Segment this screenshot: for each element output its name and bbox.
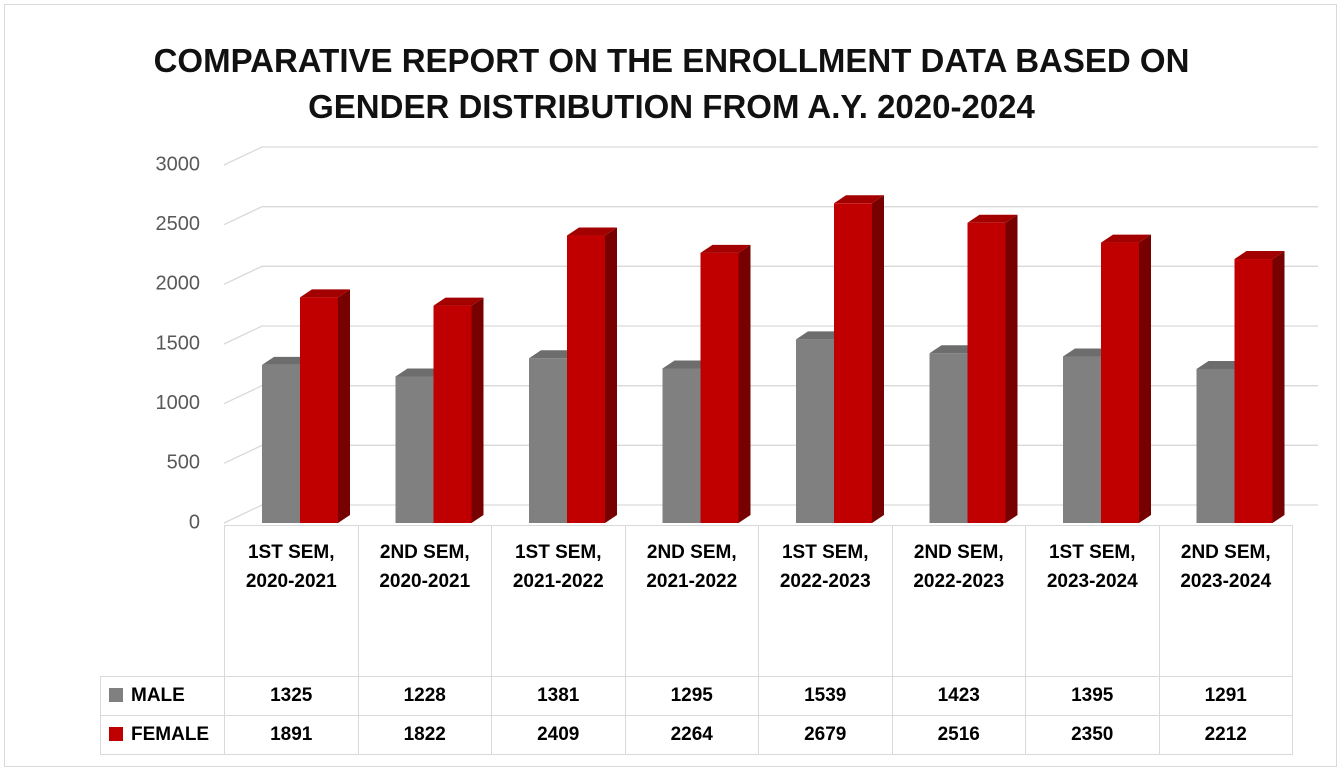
grid-line bbox=[223, 206, 1318, 226]
bar-side bbox=[1139, 234, 1151, 524]
value-cell: 2409 bbox=[491, 715, 626, 755]
bar-side bbox=[471, 297, 484, 523]
y-tick-label: 2000 bbox=[156, 273, 201, 295]
bar bbox=[967, 222, 1006, 524]
bar bbox=[529, 358, 567, 523]
y-tick-label: 3000 bbox=[156, 153, 201, 175]
value-cell: 2679 bbox=[758, 715, 893, 755]
legend-cell: FEMALE bbox=[100, 715, 225, 755]
category-label: 2ND SEM, 2022-2023 bbox=[891, 525, 1026, 677]
bar bbox=[567, 235, 605, 523]
bar-top bbox=[834, 195, 884, 204]
bar bbox=[700, 252, 739, 523]
bar bbox=[433, 305, 472, 523]
category-label: 2ND SEM, 2021-2022 bbox=[624, 525, 759, 677]
legend-swatch bbox=[109, 688, 123, 702]
y-tick-label: 2500 bbox=[156, 213, 201, 235]
value-cell: 1228 bbox=[357, 676, 492, 716]
bar-top bbox=[1234, 251, 1285, 260]
category-label: 2ND SEM, 2023-2024 bbox=[1158, 525, 1293, 677]
value-cell: 1395 bbox=[1025, 676, 1160, 716]
grid-line bbox=[223, 444, 1318, 464]
category-row: 1ST SEM, 2020-2021 2ND SEM, 2020-2021 1ST … bbox=[100, 525, 1293, 677]
legend-cell: MALE bbox=[100, 676, 225, 716]
bar-top bbox=[300, 289, 350, 298]
bar-side bbox=[1005, 214, 1018, 524]
category-label: 2ND SEM, 2020-2021 bbox=[357, 525, 492, 677]
chart-frame bbox=[4, 4, 1337, 767]
grid-line bbox=[223, 325, 1318, 345]
category-label: 1ST SEM, 2020-2021 bbox=[224, 525, 359, 677]
y-tick-label: 1500 bbox=[156, 332, 201, 354]
bar bbox=[834, 203, 872, 523]
value-cell: 2264 bbox=[624, 715, 759, 755]
bar-top bbox=[662, 360, 713, 369]
series-row: FEMALE 1891 1822 2409 2264 2679 2516 2350 2212 bbox=[100, 715, 1293, 755]
grid-line bbox=[223, 504, 1318, 524]
bar-top bbox=[529, 350, 579, 359]
bar bbox=[662, 368, 701, 523]
bar-top bbox=[395, 368, 446, 377]
bar-top bbox=[1196, 360, 1247, 369]
value-cell: 1325 bbox=[224, 676, 359, 716]
bar bbox=[796, 339, 834, 523]
value-cell: 2212 bbox=[1158, 715, 1293, 755]
value-cell: 1381 bbox=[491, 676, 626, 716]
legend-label: FEMALE bbox=[131, 724, 210, 745]
value-cell: 1423 bbox=[891, 676, 1026, 716]
value-cell: 1295 bbox=[624, 676, 759, 716]
bar-side bbox=[1272, 251, 1285, 523]
bar-top bbox=[967, 214, 1018, 223]
value-cell: 1291 bbox=[1158, 676, 1293, 716]
bar-top bbox=[262, 356, 312, 365]
category-label: 1ST SEM, 2023-2024 bbox=[1025, 525, 1160, 677]
bar bbox=[1196, 368, 1235, 523]
value-cell: 2516 bbox=[891, 715, 1026, 755]
y-tick-label: 0 bbox=[189, 511, 200, 533]
bar-top bbox=[1101, 234, 1151, 243]
bar bbox=[262, 364, 300, 523]
bar-top bbox=[929, 345, 980, 354]
bar bbox=[929, 353, 968, 523]
data-table: 1ST SEM, 2020-2021 2ND SEM, 2020-2021 1ST … bbox=[100, 525, 1293, 755]
category-label: 1ST SEM, 2021-2022 bbox=[491, 525, 626, 677]
bar-side bbox=[738, 244, 751, 523]
bar bbox=[1101, 242, 1139, 524]
bar-side bbox=[872, 195, 884, 523]
category-label: 1ST SEM, 2022-2023 bbox=[758, 525, 893, 677]
bar-top bbox=[1063, 348, 1113, 357]
legend-swatch bbox=[109, 727, 123, 741]
grid-line bbox=[223, 146, 1318, 166]
value-cell: 1822 bbox=[357, 715, 492, 755]
bar-side bbox=[338, 289, 350, 523]
corner-cell bbox=[100, 525, 225, 677]
bar-top bbox=[796, 331, 846, 340]
y-tick-label: 500 bbox=[167, 452, 200, 474]
value-cell: 2350 bbox=[1025, 715, 1160, 755]
grid-line bbox=[223, 385, 1318, 405]
bar-top bbox=[433, 297, 484, 306]
bar-top bbox=[567, 227, 617, 236]
bar-top bbox=[700, 244, 751, 253]
value-cell: 1891 bbox=[224, 715, 359, 755]
bar bbox=[300, 297, 338, 523]
value-cell: 1539 bbox=[758, 676, 893, 716]
bar bbox=[1234, 259, 1273, 523]
bar-side bbox=[605, 227, 617, 523]
bar bbox=[395, 376, 434, 523]
series-row: MALE 1325 1228 1381 1295 1539 1423 1395 1291 bbox=[100, 676, 1293, 716]
grid-line bbox=[223, 265, 1318, 285]
y-tick-label: 1000 bbox=[156, 392, 201, 414]
bar bbox=[1063, 356, 1101, 523]
legend-label: MALE bbox=[131, 685, 185, 706]
chart-title: COMPARATIVE REPORT ON THE ENROLLMENT DAT… bbox=[153, 42, 1190, 125]
